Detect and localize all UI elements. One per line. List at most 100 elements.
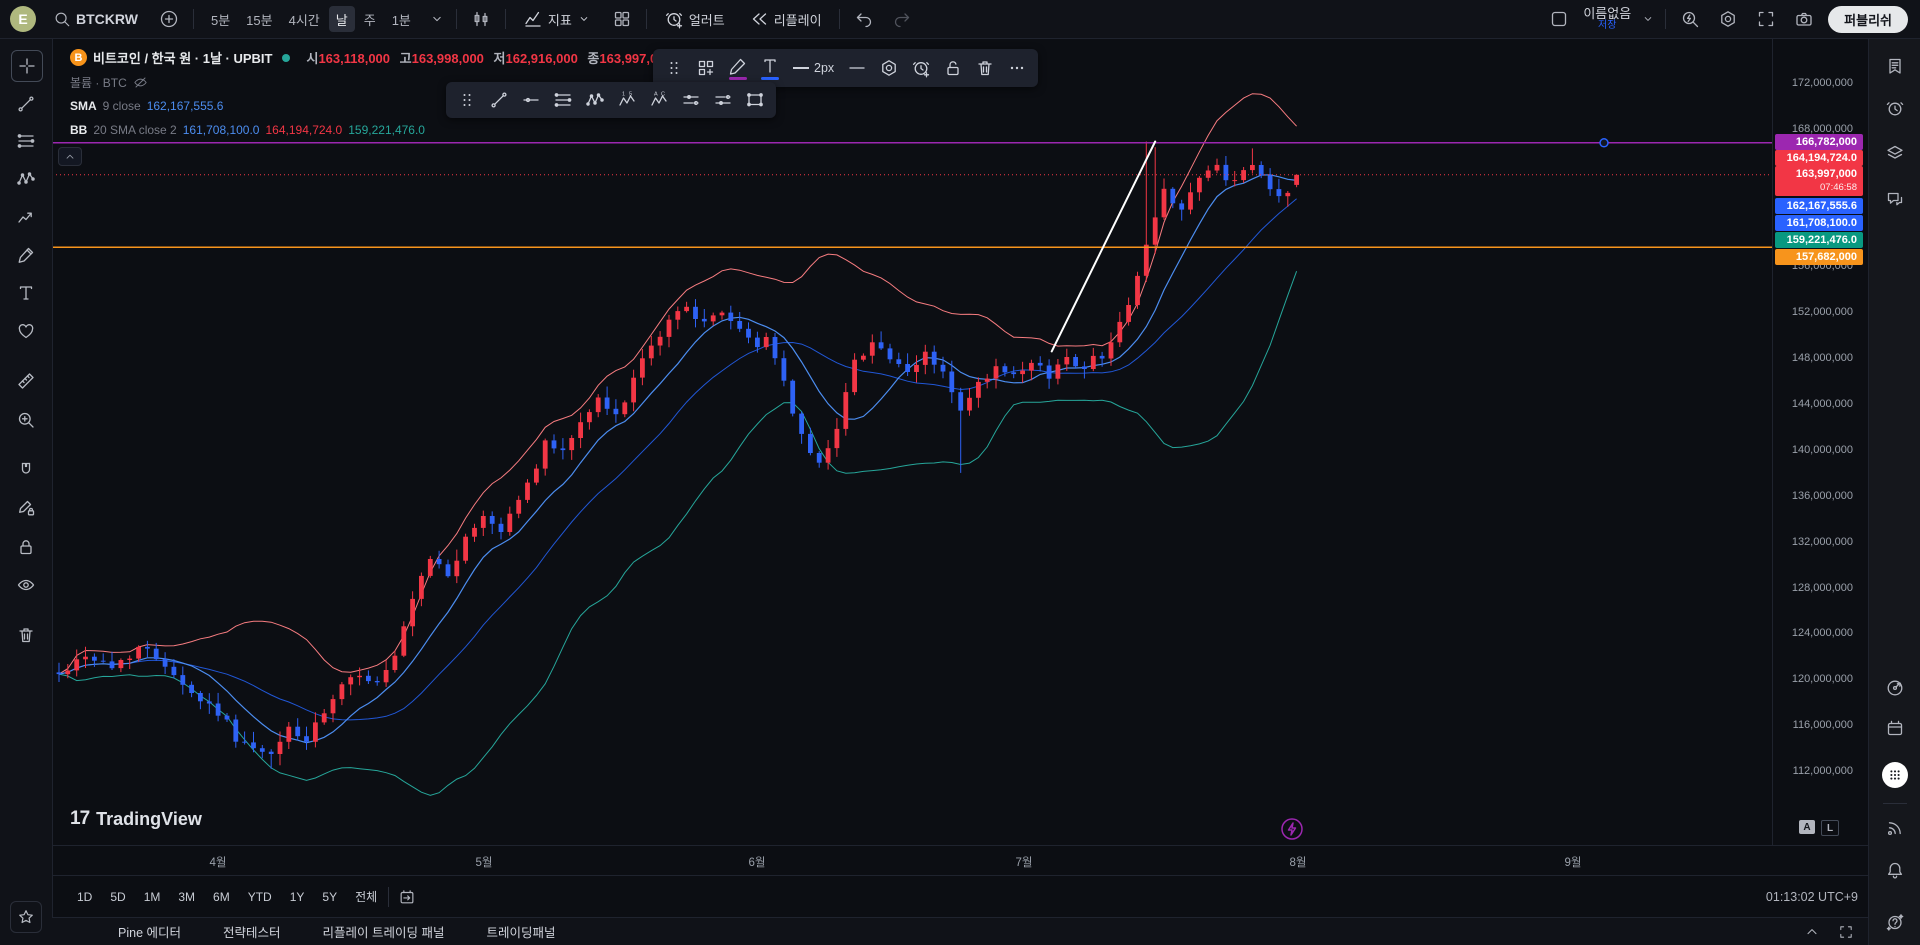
layers-icon[interactable]: [1882, 140, 1908, 166]
pencil-icon[interactable]: [723, 54, 753, 82]
emoji-heart-tool-icon[interactable]: [11, 316, 41, 346]
user-avatar[interactable]: E: [10, 6, 36, 32]
range-button-전체[interactable]: 전체: [355, 890, 378, 904]
drag-handle-icon[interactable]: [452, 86, 482, 114]
range-button-5D[interactable]: 5D: [110, 889, 126, 904]
ruler-tool-icon[interactable]: [11, 366, 41, 396]
text-format-icon[interactable]: [755, 54, 785, 82]
template-icon[interactable]: [691, 54, 721, 82]
line-style-icon[interactable]: [842, 54, 872, 82]
time-axis[interactable]: 4월 5월 6월 7월 8월 9월: [52, 845, 1868, 876]
unlock-icon[interactable]: [938, 54, 968, 82]
xabcd-pattern-icon[interactable]: [580, 86, 610, 114]
calendar-icon[interactable]: [1882, 715, 1908, 741]
help-icon[interactable]: [1882, 909, 1908, 935]
trash-tool-icon[interactable]: [11, 620, 41, 650]
layout-grid-icon[interactable]: [608, 5, 636, 33]
volume-indicator-label[interactable]: 볼륨 · BTC: [70, 76, 127, 90]
fib-retracement-icon[interactable]: [548, 86, 578, 114]
lock-all-tool-icon[interactable]: [11, 532, 41, 562]
tradingview-logo[interactable]: 17 TradingView: [70, 808, 202, 829]
fib-retracement-tool-icon[interactable]: [11, 126, 41, 156]
undo-icon[interactable]: [850, 5, 878, 33]
symbol-search-button[interactable]: BTCKRW: [46, 5, 145, 33]
brush-tool-icon[interactable]: [11, 240, 41, 270]
range-button-5Y[interactable]: 5Y: [322, 889, 338, 904]
legend-collapse-button[interactable]: [58, 147, 82, 166]
bottom-tab-트레이딩패널[interactable]: 트레이딩패널: [486, 926, 556, 940]
indicators-button[interactable]: 지표: [516, 5, 598, 33]
short-position-icon[interactable]: [708, 86, 738, 114]
bottom-tab-리플레이-트레이딩-패널[interactable]: 리플레이 트레이딩 패널: [322, 926, 445, 940]
trend-line-tool-icon[interactable]: [11, 89, 41, 119]
bottom-tab-Pine-에디터[interactable]: Pine 에디터: [118, 926, 181, 940]
layout-name-menu[interactable]: 이름없음 저장: [1583, 7, 1631, 31]
forecast-tool-icon[interactable]: [11, 202, 41, 232]
interval-chevron-down-icon[interactable]: [428, 5, 446, 33]
range-button-6M[interactable]: 6M: [213, 889, 230, 904]
settings-gear-icon[interactable]: [1714, 5, 1742, 33]
panel-maximize-icon[interactable]: [1838, 924, 1854, 940]
watchlist-icon[interactable]: [1882, 53, 1908, 79]
interval-button-1분[interactable]: 1분: [391, 12, 411, 28]
log-scale-toggle[interactable]: L: [1821, 820, 1839, 836]
long-position-icon[interactable]: [676, 86, 706, 114]
replay-button[interactable]: 리플레이: [742, 5, 829, 33]
magnet-tool-icon[interactable]: [11, 455, 41, 485]
quick-search-icon[interactable]: [1676, 5, 1704, 33]
bb-indicator-label[interactable]: BB: [70, 123, 88, 137]
chevron-down-icon[interactable]: [1641, 12, 1655, 26]
symbol-title[interactable]: 비트코인 / 한국 원 · 1날 · UPBIT: [93, 51, 273, 66]
instant-trading-icon[interactable]: [1280, 817, 1304, 841]
drag-handle-icon[interactable]: [659, 54, 689, 82]
interval-button-주[interactable]: 주: [363, 12, 376, 28]
text-tool-tool-icon[interactable]: [11, 278, 41, 308]
alert-plus-icon[interactable]: [906, 54, 936, 82]
zoom-in-tool-icon[interactable]: [11, 405, 41, 435]
alert-button[interactable]: 얼러트: [657, 5, 732, 33]
eye-hidden-icon[interactable]: [133, 75, 148, 90]
range-button-1Y[interactable]: 1Y: [289, 889, 305, 904]
screener-icon[interactable]: [1882, 675, 1908, 701]
crosshair-tool-icon[interactable]: [11, 50, 43, 82]
publish-button[interactable]: 퍼블리쉬: [1828, 5, 1908, 33]
camera-snapshot-icon[interactable]: [1790, 5, 1818, 33]
auto-scale-toggle[interactable]: A: [1799, 820, 1815, 834]
apps-icon[interactable]: [1882, 762, 1908, 788]
hide-all-tool-icon[interactable]: [11, 570, 41, 600]
settings-hex-icon[interactable]: [874, 54, 904, 82]
range-button-1D[interactable]: 1D: [77, 889, 93, 904]
interval-button-15분[interactable]: 15분: [246, 12, 273, 28]
panel-expand-chevron-icon[interactable]: [1804, 924, 1820, 940]
fullscreen-icon[interactable]: [1752, 5, 1780, 33]
chat-icon[interactable]: [1882, 186, 1908, 212]
chart-style-icon[interactable]: [467, 5, 495, 33]
go-to-date-icon[interactable]: [393, 883, 421, 911]
bottom-tab-전략테스터[interactable]: 전략테스터: [223, 926, 281, 940]
interval-button-날[interactable]: 날: [328, 6, 355, 32]
interval-button-5분[interactable]: 5분: [210, 12, 231, 28]
bell-icon[interactable]: [1882, 857, 1908, 883]
save-link[interactable]: 저장: [1598, 19, 1617, 31]
interval-button-4시간[interactable]: 4시간: [288, 12, 320, 28]
favorites-star-icon[interactable]: [10, 901, 42, 933]
range-button-1M[interactable]: 1M: [143, 889, 161, 904]
range-button-3M[interactable]: 3M: [178, 889, 196, 904]
draw-lock-tool-icon[interactable]: [11, 493, 41, 523]
rectangle-icon[interactable]: [740, 86, 770, 114]
alarm-icon[interactable]: [1882, 95, 1908, 121]
compare-add-icon[interactable]: [155, 5, 183, 33]
line-width-button[interactable]: 2px: [787, 54, 840, 82]
redo-icon[interactable]: [888, 5, 916, 33]
xabcd-pattern-tool-icon[interactable]: [11, 164, 41, 194]
trash-icon[interactable]: [970, 54, 1000, 82]
trend-line-icon[interactable]: [484, 86, 514, 114]
stream-icon[interactable]: [1882, 815, 1908, 841]
price-axis[interactable]: 172,000,000168,000,000164,000,000160,000…: [1772, 38, 1869, 845]
sma-indicator-label[interactable]: SMA: [70, 99, 97, 113]
range-button-YTD[interactable]: YTD: [247, 889, 272, 904]
horizontal-ray-icon[interactable]: [516, 86, 546, 114]
save-layout-icon[interactable]: [1545, 5, 1573, 33]
clock-utc-label[interactable]: 01:13:02 UTC+9: [1765, 890, 1858, 904]
